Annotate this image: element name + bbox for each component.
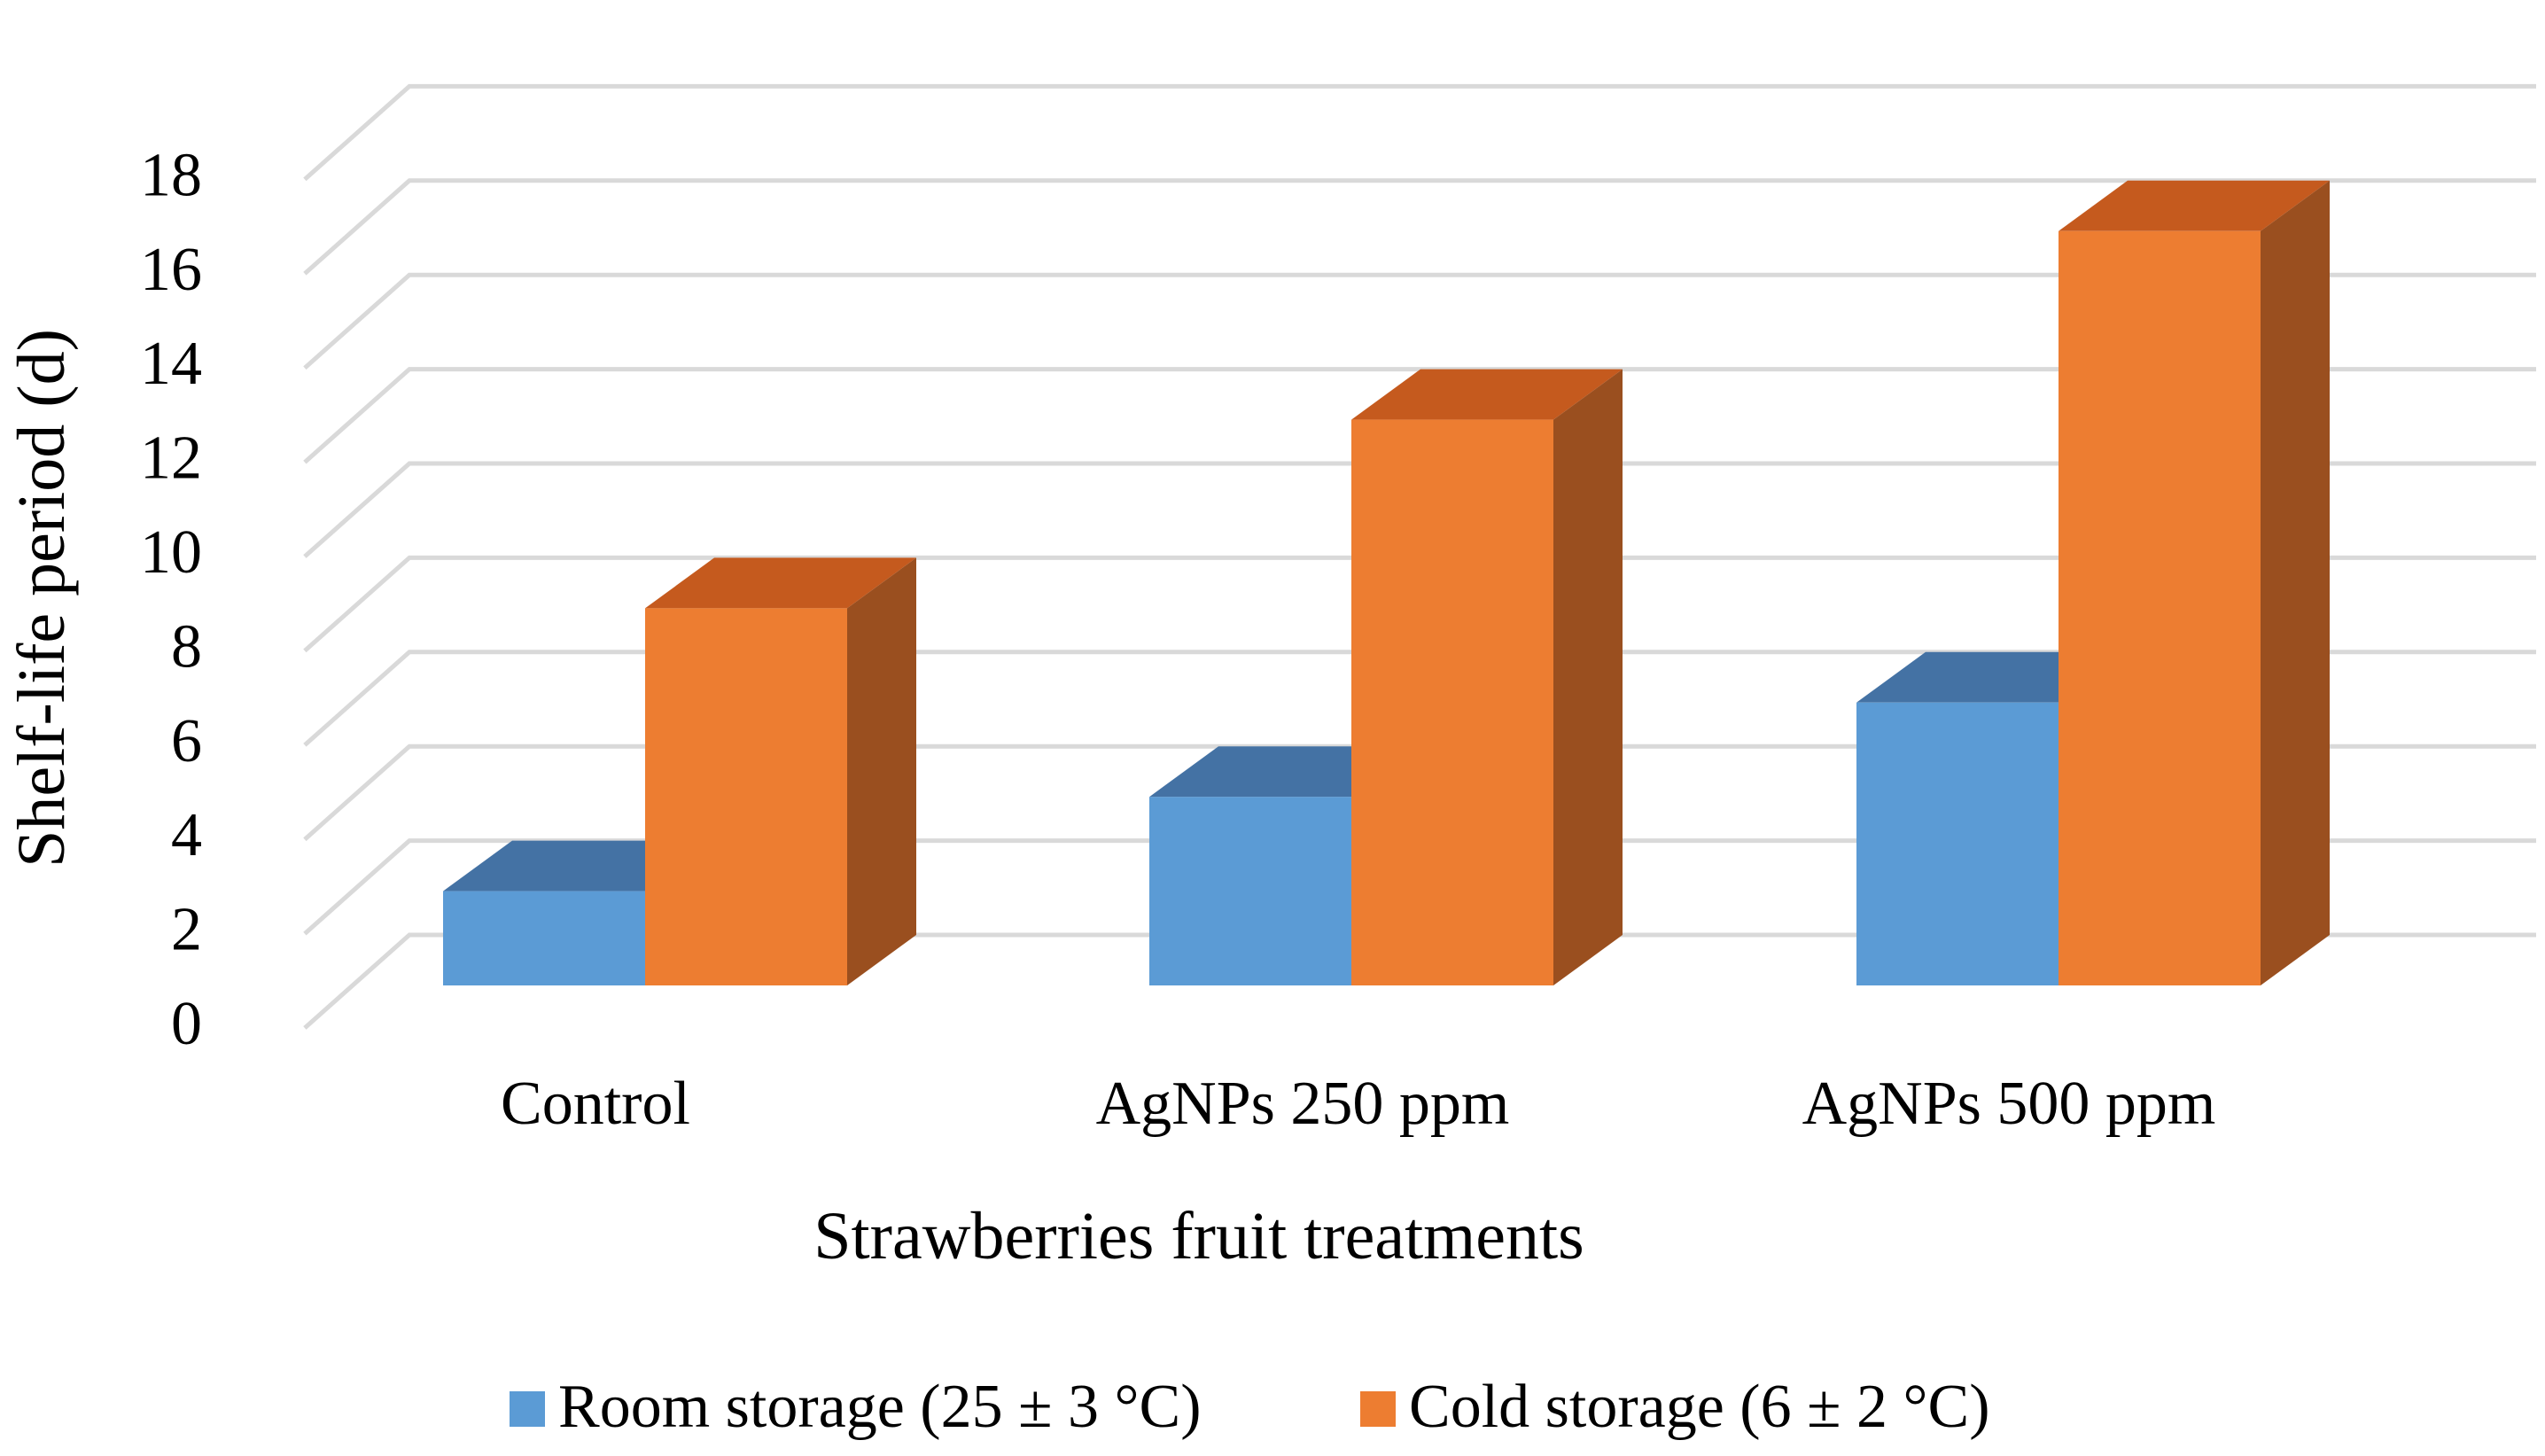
x-axis-categories: Control AgNPs 250 ppm AgNPs 500 ppm — [501, 1070, 2215, 1138]
gridline — [303, 367, 2536, 464]
bar-top-face — [2059, 180, 2330, 231]
y-tick-label: 14 — [140, 330, 202, 398]
bar-front-face — [1856, 702, 2059, 985]
x-category-label: Control — [501, 1070, 690, 1138]
bar-front-face — [1351, 419, 1553, 986]
bar-top-face — [1351, 369, 1623, 420]
legend-label-room-storage: Room storage (25 ± 3 °C) — [558, 1373, 1202, 1441]
gridline — [303, 932, 2536, 1030]
gridline — [303, 838, 2536, 936]
bar-front-face — [443, 891, 645, 985]
legend: Room storage (25 ± 3 °C) Cold storage (6… — [510, 1373, 1990, 1441]
y-tick-label: 8 — [171, 612, 202, 681]
y-tick-label: 10 — [140, 518, 202, 587]
bar-front-face — [1149, 797, 1351, 985]
x-category-label: AgNPs 250 ppm — [1096, 1070, 1510, 1138]
y-axis-ticks: 0 2 4 6 8 10 12 14 16 18 — [140, 141, 202, 1058]
legend-swatch-cold-storage — [1360, 1391, 1396, 1427]
y-tick-label: 18 — [140, 141, 202, 209]
bar-front-face — [645, 608, 847, 985]
bar-front-face — [2059, 230, 2261, 985]
gridline — [303, 744, 2536, 842]
bar-top-face — [645, 557, 916, 609]
y-tick-label: 16 — [140, 236, 202, 304]
gridlines — [303, 83, 2536, 1030]
x-axis-title: Strawberries fruit treatments — [813, 1199, 1584, 1273]
legend-label-cold-storage: Cold storage (6 ± 2 °C) — [1409, 1373, 1990, 1441]
gridline — [303, 272, 2536, 370]
bars — [443, 180, 2330, 986]
bar-side-face — [2261, 180, 2330, 986]
y-tick-label: 6 — [171, 707, 202, 775]
gridline — [303, 83, 2536, 182]
gridline — [303, 178, 2536, 276]
y-tick-label: 2 — [171, 896, 202, 964]
legend-swatch-room-storage — [510, 1391, 545, 1427]
bar-side-face — [847, 557, 916, 985]
y-axis-title: Shelf-life period (d) — [4, 329, 79, 868]
y-tick-label: 0 — [171, 990, 202, 1058]
gridline — [303, 650, 2536, 747]
bar-2-1 — [2059, 180, 2330, 986]
x-category-label: AgNPs 500 ppm — [1802, 1070, 2216, 1138]
gridline — [303, 461, 2536, 558]
bar-side-face — [1553, 369, 1623, 986]
bar-1-1 — [1351, 369, 1623, 986]
y-tick-label: 4 — [171, 801, 202, 869]
bar-0-1 — [645, 557, 916, 985]
gridline — [303, 555, 2536, 653]
y-tick-label: 12 — [140, 424, 202, 493]
